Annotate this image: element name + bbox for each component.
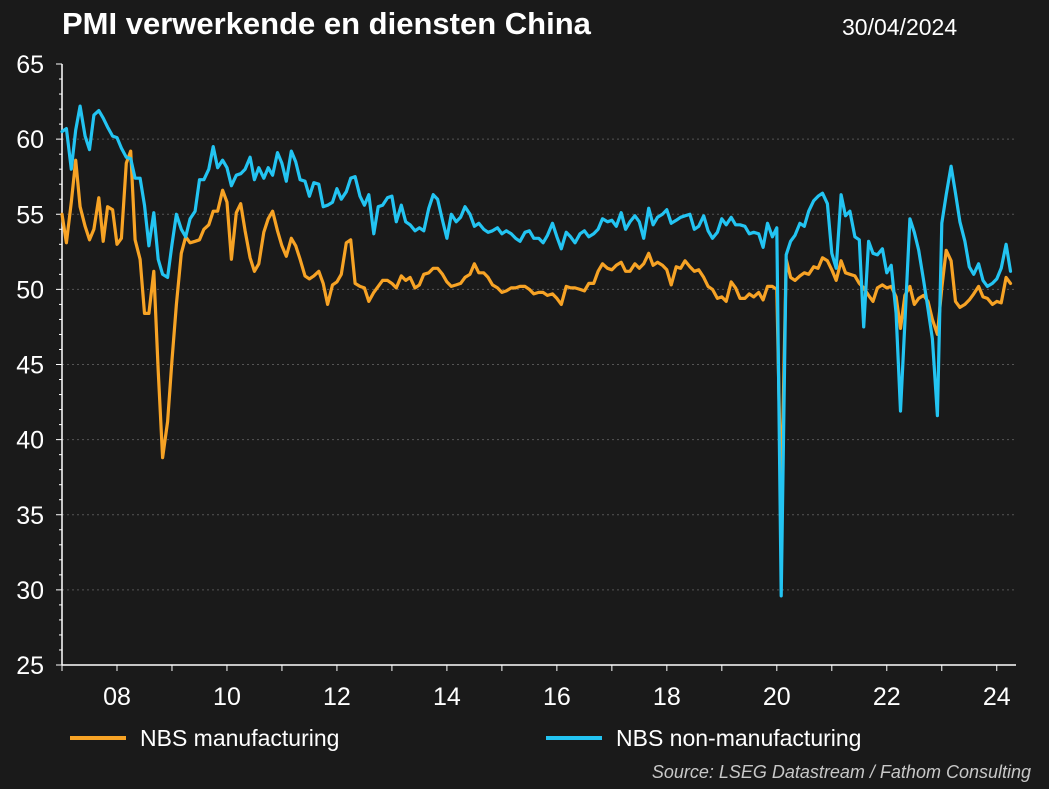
series-line-manufacturing xyxy=(60,149,1013,506)
series-lines xyxy=(60,104,1013,598)
y-tick-label: 65 xyxy=(16,51,44,79)
legend-item-manufacturing: NBS manufacturing xyxy=(70,725,339,752)
y-tick-label: 50 xyxy=(16,276,44,304)
x-tick-label: 10 xyxy=(213,683,241,711)
x-tick-label: 08 xyxy=(103,683,131,711)
x-tick-label: 22 xyxy=(873,683,901,711)
legend-swatch-non-manufacturing xyxy=(546,735,602,740)
series-line-non-manufacturing xyxy=(60,104,1013,598)
legend-item-non-manufacturing: NBS non-manufacturing xyxy=(546,725,861,752)
x-tick-label: 18 xyxy=(653,683,681,711)
chart-title: PMI verwerkende en diensten China xyxy=(62,6,591,41)
chart-date: 30/04/2024 xyxy=(842,14,958,40)
legend-swatch-manufacturing xyxy=(70,735,126,740)
x-tick-label: 24 xyxy=(983,683,1011,711)
source-note: Source: LSEG Datastream / Fathom Consult… xyxy=(651,762,1031,782)
x-tick-label: 12 xyxy=(323,683,351,711)
y-tick-label: 35 xyxy=(16,502,44,530)
gridlines xyxy=(62,138,1016,591)
y-tick-label: 55 xyxy=(16,201,44,229)
legend-label-manufacturing: NBS manufacturing xyxy=(140,725,340,751)
y-tick-label: 30 xyxy=(16,577,44,605)
x-tick-label: 14 xyxy=(433,683,461,711)
x-tick-label: 16 xyxy=(543,683,571,711)
legend-label-non-manufacturing: NBS non-manufacturing xyxy=(616,725,862,751)
y-tick-label: 25 xyxy=(16,652,44,680)
y-tick-label: 60 xyxy=(16,126,44,154)
y-tick-label: 40 xyxy=(16,427,44,455)
x-tick-label: 20 xyxy=(763,683,791,711)
y-tick-label: 45 xyxy=(16,352,44,380)
axes: 25 30 35 40 45 50 55 60 65 08 10 12 14 16 18 20 22 24 xyxy=(16,51,1016,711)
